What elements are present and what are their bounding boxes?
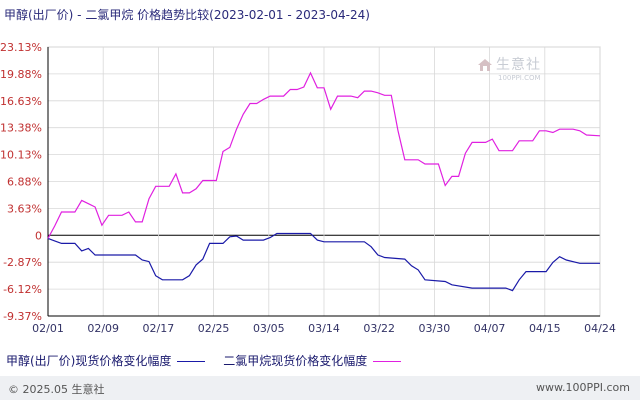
legend-swatch-series2 — [373, 361, 402, 362]
y-tick-label: -9.37% — [3, 310, 42, 323]
x-tick-labels: 02/01 02/09 02/17 02/25 03/05 03/14 03/22 03/30… — [32, 322, 616, 335]
x-tick-label: 02/25 — [198, 322, 230, 335]
chart-title: 甲醇(出厂价) - 二氯甲烷 价格趋势比较(2023-02-01 - 2023-… — [4, 8, 370, 22]
y-tick-label: 23.13% — [0, 41, 42, 54]
legend-label-series2: 二氯甲烷现货价格变化幅度 — [223, 354, 368, 368]
y-tick-label: 13.38% — [0, 122, 42, 135]
series-line-2 — [47, 71, 601, 239]
x-tick-label: 04/24 — [584, 322, 616, 335]
watermark-url: 100PPI.COM — [498, 74, 541, 82]
x-tick-label: 03/30 — [419, 322, 451, 335]
chart-svg: 23.13% 19.88% 16.63% 13.38% 10.13% 6.88% 3.63%… — [0, 41, 616, 335]
y-tick-label: 10.13% — [0, 149, 42, 162]
y-tick-label: -2.87% — [3, 256, 42, 269]
x-tick-label: 03/22 — [363, 322, 395, 335]
x-tick-label: 02/01 — [32, 322, 64, 335]
legend-item-series1: 甲醇(出厂价)现货价格变化幅度 — [6, 352, 206, 369]
y-tick-label: 19.88% — [0, 68, 42, 81]
gridlines — [47, 46, 601, 317]
y-tick-label: 0 — [35, 229, 42, 242]
x-tick-label: 02/09 — [87, 322, 119, 335]
series-line-1 — [47, 232, 600, 292]
series-lines — [47, 71, 601, 292]
house-icon — [478, 59, 492, 71]
x-tick-label: 03/05 — [253, 322, 285, 335]
legend-item-series2: 二氯甲烷现货价格变化幅度 — [223, 352, 402, 369]
x-tick-label: 03/14 — [308, 322, 340, 335]
x-tick-label: 02/17 — [143, 322, 175, 335]
y-tick-label: 6.88% — [7, 176, 42, 189]
y-tick-label: -6.12% — [3, 283, 42, 296]
y-tick-labels: 23.13% 19.88% 16.63% 13.38% 10.13% 6.88% 3.63%… — [0, 41, 42, 323]
axes — [47, 47, 600, 317]
legend-swatch-series1 — [177, 361, 206, 362]
legend: 甲醇(出厂价)现货价格变化幅度 二氯甲烷现货价格变化幅度 — [6, 352, 415, 369]
footer-url[interactable]: www.100PPI.com — [536, 381, 630, 394]
watermark-logo: 生意社 100PPI.COM — [478, 54, 541, 82]
footer: © 2025.05 生意社 www.100PPI.com — [0, 376, 640, 400]
x-tick-label: 04/07 — [474, 322, 506, 335]
y-tick-label: 3.63% — [7, 202, 42, 215]
watermark-name: 生意社 — [496, 57, 541, 73]
x-tick-label: 04/15 — [529, 322, 561, 335]
y-tick-label: 16.63% — [0, 95, 42, 108]
footer-copyright: © 2025.05 生意社 — [8, 383, 105, 396]
legend-label-series1: 甲醇(出厂价)现货价格变化幅度 — [6, 354, 172, 368]
